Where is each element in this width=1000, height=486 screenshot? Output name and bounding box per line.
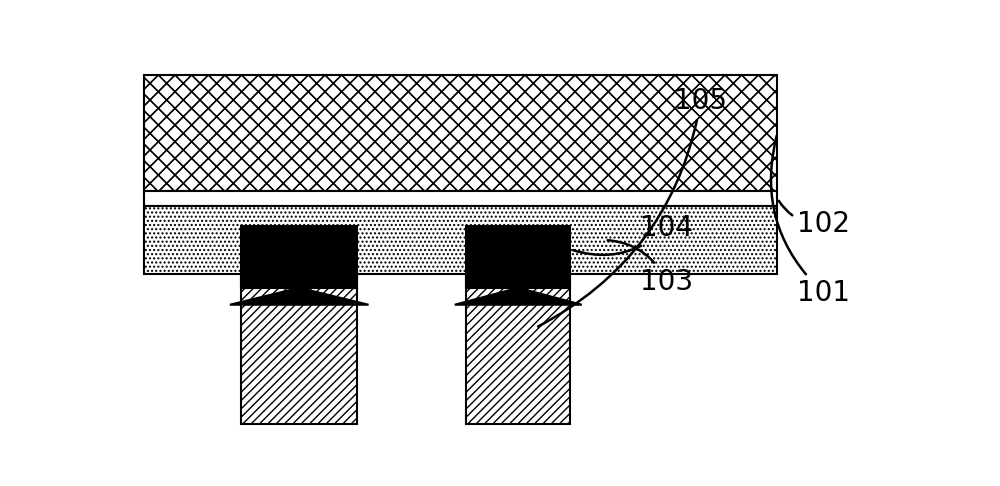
- Bar: [144, 191, 777, 206]
- Bar: [144, 75, 777, 191]
- Bar: [241, 226, 357, 288]
- Text: 105: 105: [538, 87, 727, 327]
- Text: 102: 102: [779, 201, 850, 238]
- Bar: [144, 206, 777, 274]
- Text: 103: 103: [608, 240, 693, 295]
- Polygon shape: [455, 288, 582, 305]
- Bar: [466, 274, 570, 424]
- Bar: [241, 274, 357, 424]
- Bar: [144, 75, 777, 191]
- Text: 101: 101: [771, 136, 850, 307]
- Polygon shape: [230, 288, 369, 305]
- Bar: [466, 226, 570, 288]
- Text: 104: 104: [573, 214, 693, 255]
